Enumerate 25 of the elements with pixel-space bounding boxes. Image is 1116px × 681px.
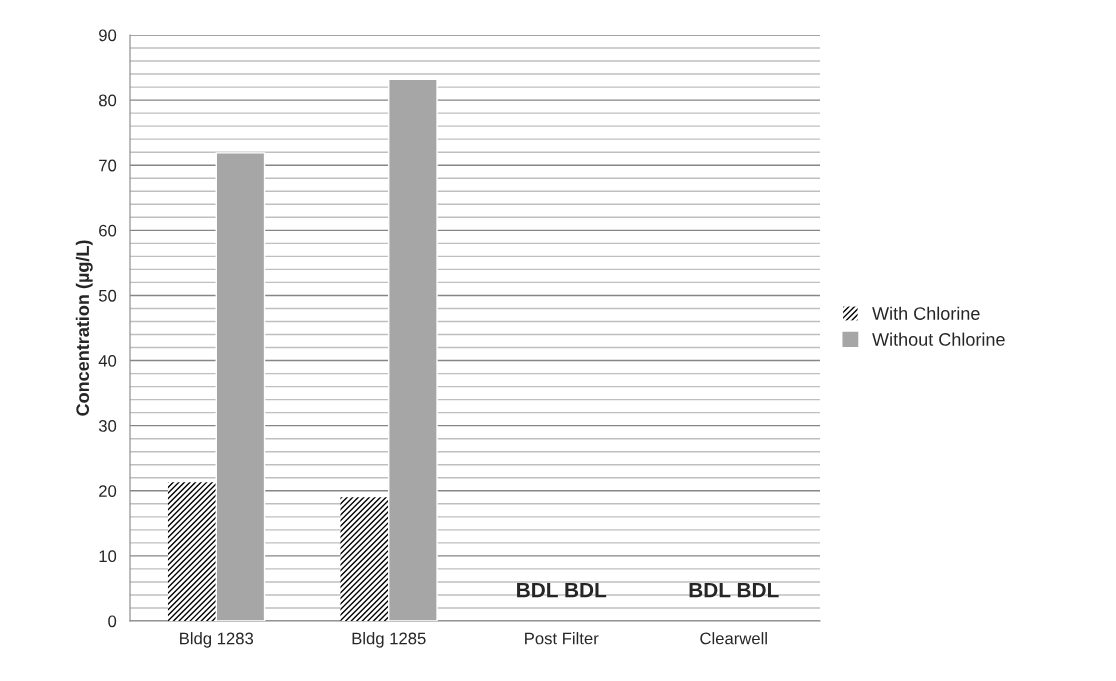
bar — [340, 497, 389, 621]
y-tick-label: 60 — [99, 224, 117, 237]
text: BDL — [737, 582, 779, 598]
legend-label: With Chlorine — [872, 306, 980, 320]
bar — [215, 152, 266, 621]
y-tick-label: 0 — [108, 615, 117, 628]
bar — [167, 482, 217, 621]
y-tick-label: 20 — [99, 485, 117, 497]
y-tick-label: 50 — [98, 289, 117, 302]
bar — [388, 78, 438, 621]
y-tick-label: 80 — [98, 94, 117, 107]
x-tick-label: Bldg 1283 — [180, 632, 254, 648]
text: BDL — [517, 582, 558, 598]
text: BDL — [565, 582, 607, 598]
y-tick-label: 90 — [99, 29, 117, 42]
x-tick-label: Bldg 1285 — [352, 632, 426, 648]
y-tick-label: 30 — [98, 420, 117, 432]
x-tick-label: Clearwell — [700, 632, 767, 645]
y-tick-label: 70 — [99, 159, 117, 172]
legend-label: Without Chlorine — [872, 332, 1005, 346]
x-tick-label: Post Filter — [525, 632, 599, 645]
text: BDL — [689, 582, 731, 598]
y-tick-label: 10 — [99, 550, 117, 563]
y-axis-title: Concentration (µg/L) — [75, 240, 93, 416]
y-tick-label: 40 — [98, 354, 117, 367]
